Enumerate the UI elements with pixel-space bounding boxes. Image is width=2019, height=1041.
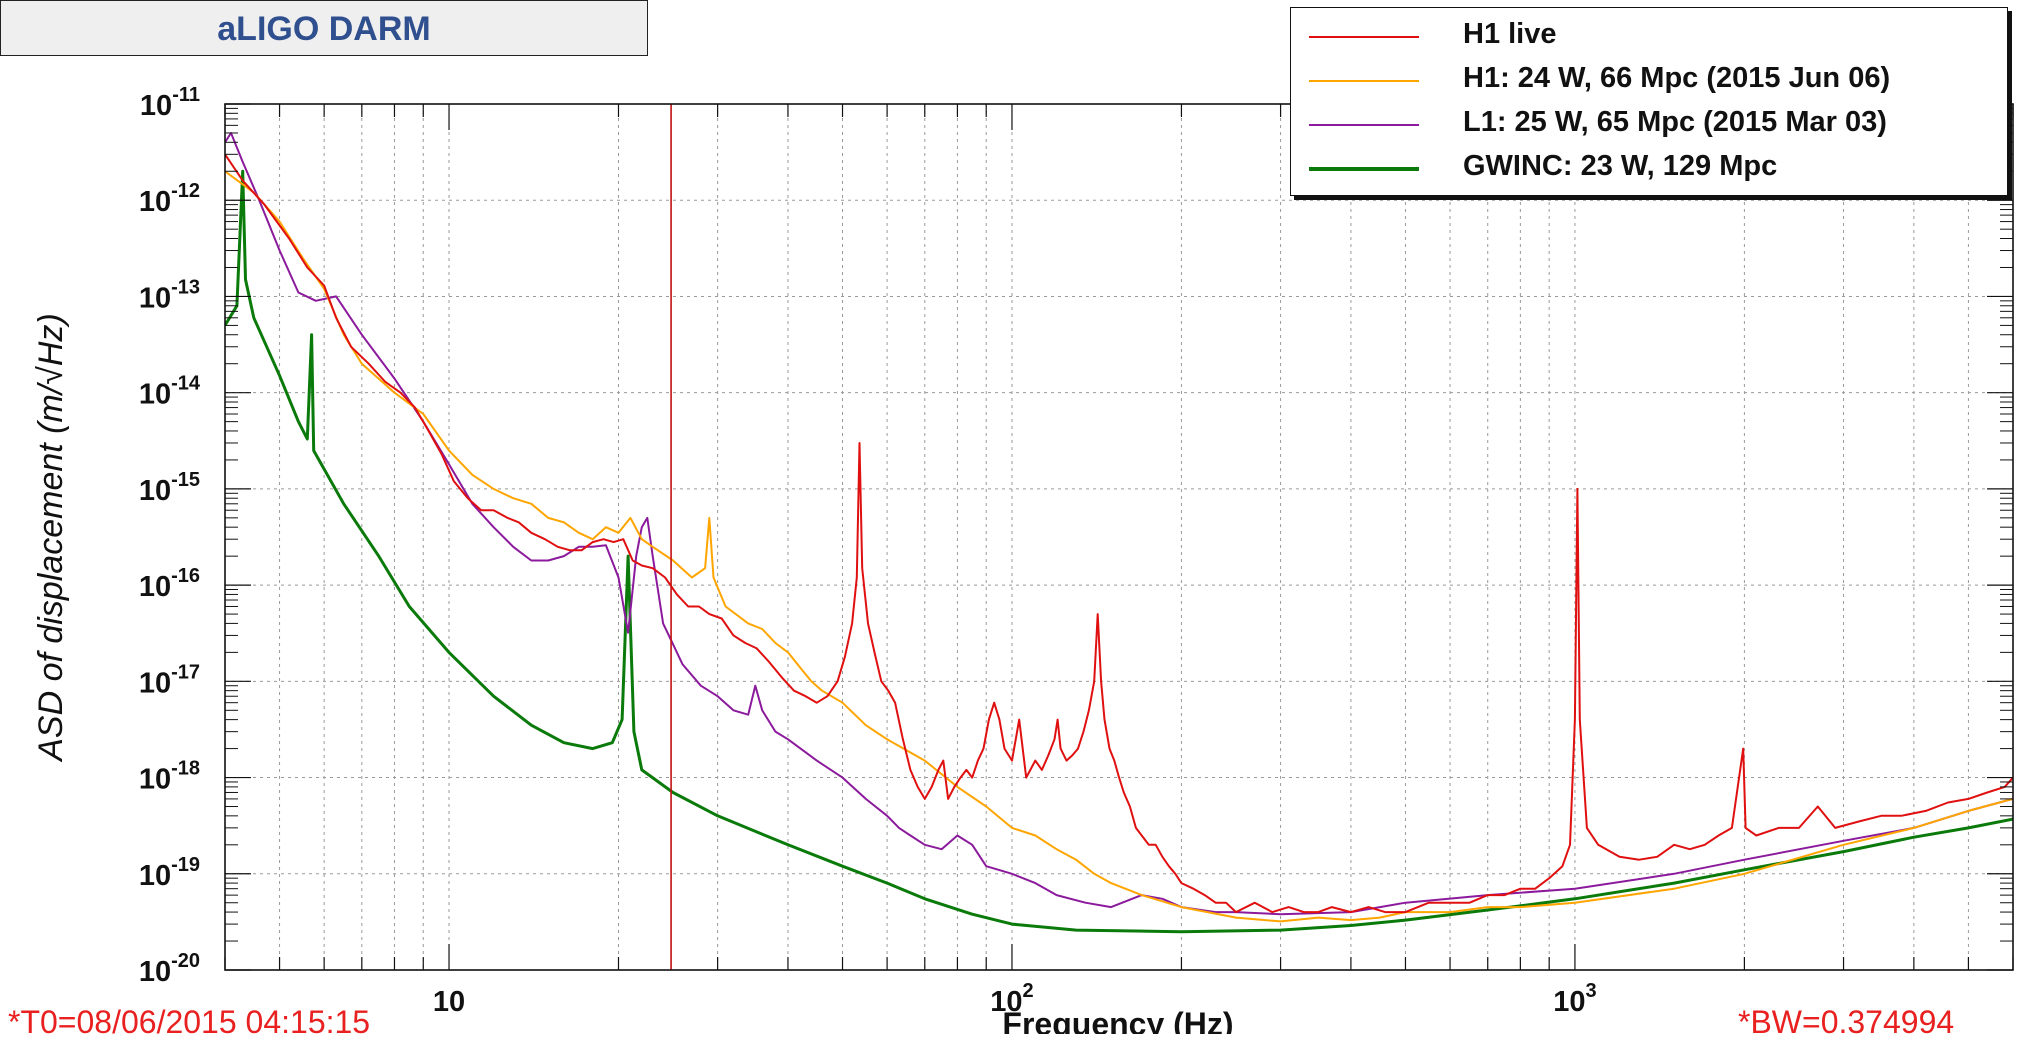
legend-swatch [1309, 124, 1419, 126]
x-tick-label: 102 [990, 980, 1033, 1018]
x-tick-label: 103 [1553, 980, 1596, 1018]
legend-entry: L1: 25 W, 65 Mpc (2015 Mar 03) [1291, 103, 2007, 147]
axis-ticks [224, 103, 2014, 971]
y-tick-label: 10-16 [139, 565, 200, 603]
legend-swatch [1309, 36, 1419, 38]
plot-frame [224, 103, 2014, 971]
series-line [225, 132, 2013, 916]
y-tick-label: 10-17 [139, 661, 200, 699]
legend-swatch [1309, 167, 1419, 171]
grid-lines [224, 103, 2014, 971]
legend: H1 live H1: 24 W, 66 Mpc (2015 Jun 06) L… [1290, 7, 2008, 196]
legend-entry: H1 live [1291, 15, 2007, 59]
x-tick-label: 10 [433, 986, 465, 1018]
y-tick-label: 10-20 [139, 950, 200, 988]
y-axis-label: ASD of displacement (m/√Hz) [32, 313, 70, 763]
y-tick-label: 10-14 [139, 373, 201, 411]
y-tick-label: 10-18 [139, 758, 200, 796]
y-tick-label: 10-19 [139, 854, 200, 892]
x-tick-labels: 10 102 103 [433, 980, 1597, 1018]
series-line [225, 170, 2013, 923]
legend-swatch [1309, 80, 1419, 82]
y-tick-labels: 10-11 10-12 10-13 10-14 10-15 10-16 10-17 10-18… [139, 84, 201, 988]
y-tick-label: 10-11 [140, 84, 200, 122]
t0-timestamp: *T0=08/06/2015 04:15:15 [8, 1004, 371, 1040]
bandwidth-label: *BW=0.374994 [1738, 1004, 1955, 1040]
legend-entry: GWINC: 23 W, 129 Mpc [1291, 147, 2007, 191]
legend-label: H1 live [1463, 18, 1557, 50]
series-line [225, 153, 2013, 914]
y-tick-label: 10-12 [139, 180, 200, 218]
x-axis-label: Frequency (Hz) [1002, 1006, 1233, 1034]
legend-label: H1: 24 W, 66 Mpc (2015 Jun 06) [1463, 62, 1891, 94]
data-curves [225, 104, 2013, 970]
y-tick-label: 10-15 [139, 469, 200, 507]
chart-title: aLIGO DARM [0, 0, 648, 56]
legend-label: GWINC: 23 W, 129 Mpc [1463, 150, 1778, 182]
legend-entry: H1: 24 W, 66 Mpc (2015 Jun 06) [1291, 59, 2007, 103]
legend-label: L1: 25 W, 65 Mpc (2015 Mar 03) [1463, 106, 1887, 138]
y-tick-label: 10-13 [139, 276, 200, 314]
series-line [225, 169, 2013, 934]
